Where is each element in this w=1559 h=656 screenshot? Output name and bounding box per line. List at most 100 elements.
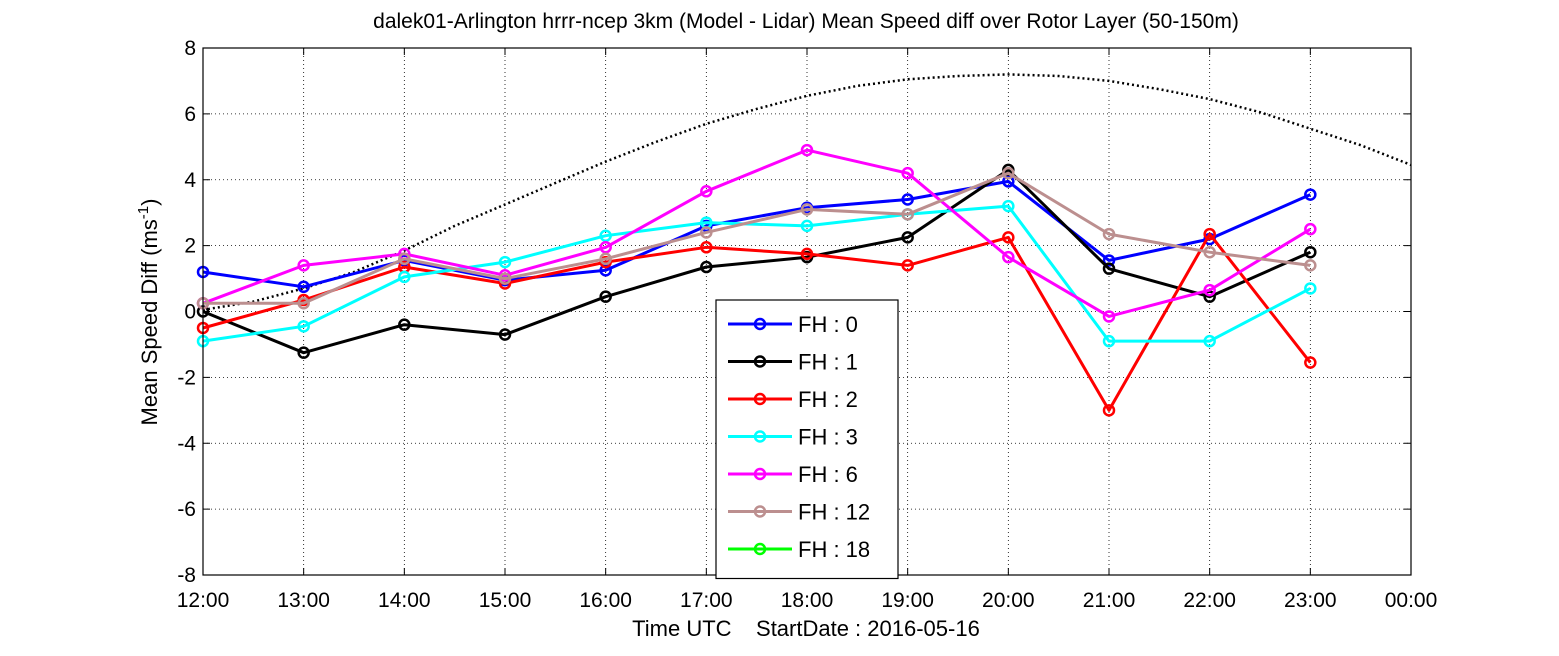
x-tick-label: 23:00 [1284,589,1337,612]
data-point [901,231,914,244]
data-point [1203,290,1216,303]
data-point [297,297,310,310]
data-point [1102,227,1116,241]
legend-label: FH : 3 [798,425,858,450]
x-tick-label: 17:00 [680,589,733,612]
data-point [398,270,411,284]
data-point [1102,310,1116,323]
data-point [1002,231,1015,244]
x-tick-label: 20:00 [982,589,1035,612]
x-tick-label: 00:00 [1385,589,1438,612]
y-axis-label-suffix: ) [137,199,162,206]
data-point [700,241,713,254]
x-tick-label: 19:00 [881,589,934,612]
data-point [498,272,512,285]
data-point [297,259,310,272]
data-point [1304,259,1317,272]
data-point [901,193,914,206]
data-point [1102,404,1116,417]
data-point [1002,166,1015,180]
legend-label: FH : 2 [798,387,858,412]
legend-label: FH : 6 [798,462,858,487]
data-point [297,320,310,333]
data-point [1102,262,1116,275]
data-point [398,252,411,266]
legend-swatch-marker [753,355,767,368]
data-point [1002,175,1015,188]
data-point [1304,356,1317,369]
series-line [202,148,1312,318]
x-tick-label: 15:00 [479,589,532,612]
data-point [901,259,914,272]
axis-ticks: 12:00 13:00 14:00 15:00 16:00 17:00 18:00 19:00… [177,37,1438,612]
data-point [901,166,914,180]
reference-curve [202,73,1412,312]
x-tick-label: 13:00 [277,589,330,612]
y-tick-label: 4 [184,169,196,192]
x-tick-label: 16:00 [579,589,632,612]
x-tick-label: 18:00 [781,589,834,612]
reference-curve-line [202,73,1412,312]
y-tick-label: -2 [177,366,196,389]
x-tick-label: 12:00 [177,589,230,612]
series-fh-12 [196,166,1317,310]
data-point [498,255,512,269]
y-axis-label-sup: -1 [135,206,152,219]
y-tick-label: -8 [177,564,196,587]
y-tick-label: 2 [184,235,196,258]
data-point [297,280,310,294]
data-point [800,219,814,233]
legend-swatch-marker [753,467,767,481]
data-point [1304,282,1317,295]
series-fh-6 [196,143,1317,323]
x-axis-label: Time UTC StartDate : 2016-05-16 [632,616,980,641]
legend-label: FH : 0 [798,312,858,337]
data-point [599,229,612,242]
data-point [800,143,814,157]
legend-swatch-marker [753,392,767,406]
data-point [1102,334,1116,348]
data-point [398,318,411,331]
series-line [202,232,1312,412]
data-point [1304,245,1317,259]
chart-title: dalek01-Arlington hrrr-ncep 3km (Model -… [373,10,1239,33]
data-point [599,241,612,254]
series-fh-2 [196,227,1317,417]
legend-box [715,299,899,580]
legend-swatch-marker [753,430,767,443]
legend: FH : 0 FH : 1 FH : 2 FH : 3 FH : 6 FH : 12 FH … [715,299,899,580]
series-line [203,171,1311,305]
y-tick-label: 6 [184,103,196,126]
legend-swatch-marker [753,505,767,518]
legend-label: FH : 1 [798,350,858,375]
data-point [1203,334,1216,348]
data-point [1203,227,1216,241]
data-point [700,260,713,274]
data-point [1304,222,1317,236]
data-point [599,252,612,266]
x-tick-label: 14:00 [378,589,431,612]
series-layer [196,143,1317,417]
data-point [297,346,310,359]
data-point [1203,245,1216,259]
series-line [202,204,1311,343]
data-point [1304,188,1317,201]
series-line [202,168,1311,355]
data-point [599,290,612,303]
legend-label: FH : 12 [798,500,870,525]
y-axis-label: Mean Speed Diff (ms-1) [135,199,162,426]
data-point [700,226,713,239]
legend-label: FH : 18 [798,537,870,562]
data-point [599,264,612,277]
x-tick-label: 21:00 [1083,589,1136,612]
legend-swatch-marker [753,542,767,556]
data-point [1002,199,1015,213]
data-point [498,328,512,341]
data-point [1203,283,1216,297]
y-tick-label: 8 [184,37,196,60]
y-tick-label: 0 [184,301,196,324]
data-point [700,185,713,198]
y-tick-label: -6 [177,498,196,521]
data-point [901,208,914,221]
